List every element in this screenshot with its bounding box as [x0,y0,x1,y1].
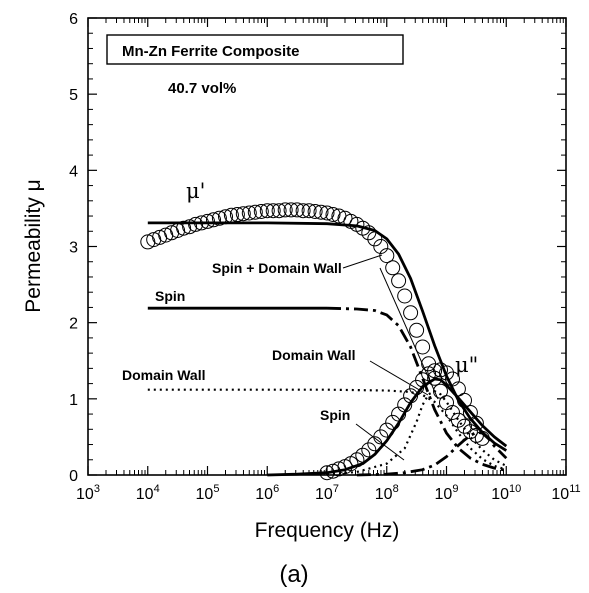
x-tick-label: 105 [196,483,220,503]
title-box [106,34,404,65]
data-point-circle [468,415,484,431]
data-point-circle [265,203,281,219]
data-point-circle [206,212,221,228]
series-line-solid [267,377,508,477]
data-point-circle [391,273,407,289]
annotation-spin-real: Spin [155,288,185,304]
axis-ticks [87,17,567,476]
data-point-circle [403,305,419,321]
y-tick-label: 5 [69,87,78,104]
data-point-circle [450,412,466,428]
data-point-circle [415,339,431,355]
x-tick-label: 108 [375,483,399,503]
annotation-domain-wall-imag: Domain Wall [272,347,356,363]
y-tick-label: 1 [69,392,78,409]
data-point-circle [211,210,227,226]
annotation-mu-real: μ' [186,179,205,203]
data-point-circle [457,418,472,434]
annotation-spin-domain-wall: Spin + Domain Wall [212,260,342,276]
x-tick-label: 103 [76,483,100,503]
x-tick-label: 1011 [551,483,580,503]
data-point-circle [373,239,389,254]
x-tick-label: 106 [255,483,279,503]
data-point-circle [409,322,425,338]
x-tick-label: 1010 [491,483,521,503]
data-point-circle [325,207,341,222]
data-point-circle [259,203,275,219]
series-line-solid [147,221,508,452]
y-tick-label: 0 [69,468,78,485]
data-point-circle [182,219,198,235]
data-point-circle [361,442,377,458]
data-point-circle [235,206,251,222]
data-point-circle [176,220,192,236]
data-point-circle [313,204,329,220]
panel-label: (a) [279,561,308,588]
data-point-circle [445,405,460,420]
y-tick-label: 2 [69,316,78,333]
leader-line-spin-dw-upper [342,254,383,269]
annotation-spin-imag: Spin [320,407,350,423]
y-tick-label: 3 [69,240,78,257]
series-line-dashdot [356,430,508,477]
leader-line-spin-dw-lower [379,267,439,400]
data-point-circle [200,213,215,229]
data-point-circle [397,288,413,304]
data-point-circle [319,205,335,221]
y-axis-title: Permeability μ [22,179,45,312]
data-point-circle [289,202,305,218]
data-point-circle [307,204,323,219]
x-tick-label: 109 [435,483,459,503]
data-point-circle [271,203,287,219]
data-point-circle [253,204,269,219]
data-point-circle [385,260,401,276]
annotation-domain-wall-real: Domain Wall [122,367,206,383]
x-axis-title: Frequency (Hz) [255,519,400,542]
data-point-circle [188,216,204,232]
leader-line-spin-imag [355,423,405,461]
x-tick-label: 107 [315,483,339,503]
data-point-circle [277,202,293,218]
axis-tick-labels: 103 104 105 106 107 108 109 1010 1011 0 1 2 3 4 5 6 [69,11,581,503]
chart-subtitle: 40.7 vol% [168,80,236,97]
data-point-circle [241,205,257,221]
data-point-circle [247,204,263,220]
y-tick-label: 6 [69,11,78,28]
data-point-circle [439,365,454,381]
data-point-circle [301,203,317,219]
leader-line-domain-wall [369,360,429,396]
annotation-mu-imag: μ" [455,353,478,377]
series-line-dotted [147,388,507,471]
chart-title: Mn-Zn Ferrite Composite [122,43,300,60]
data-series [140,202,508,481]
y-tick-label: 4 [69,163,78,180]
data-point-circle [295,203,311,219]
x-tick-label: 104 [136,483,160,503]
data-point-circle [283,202,299,218]
